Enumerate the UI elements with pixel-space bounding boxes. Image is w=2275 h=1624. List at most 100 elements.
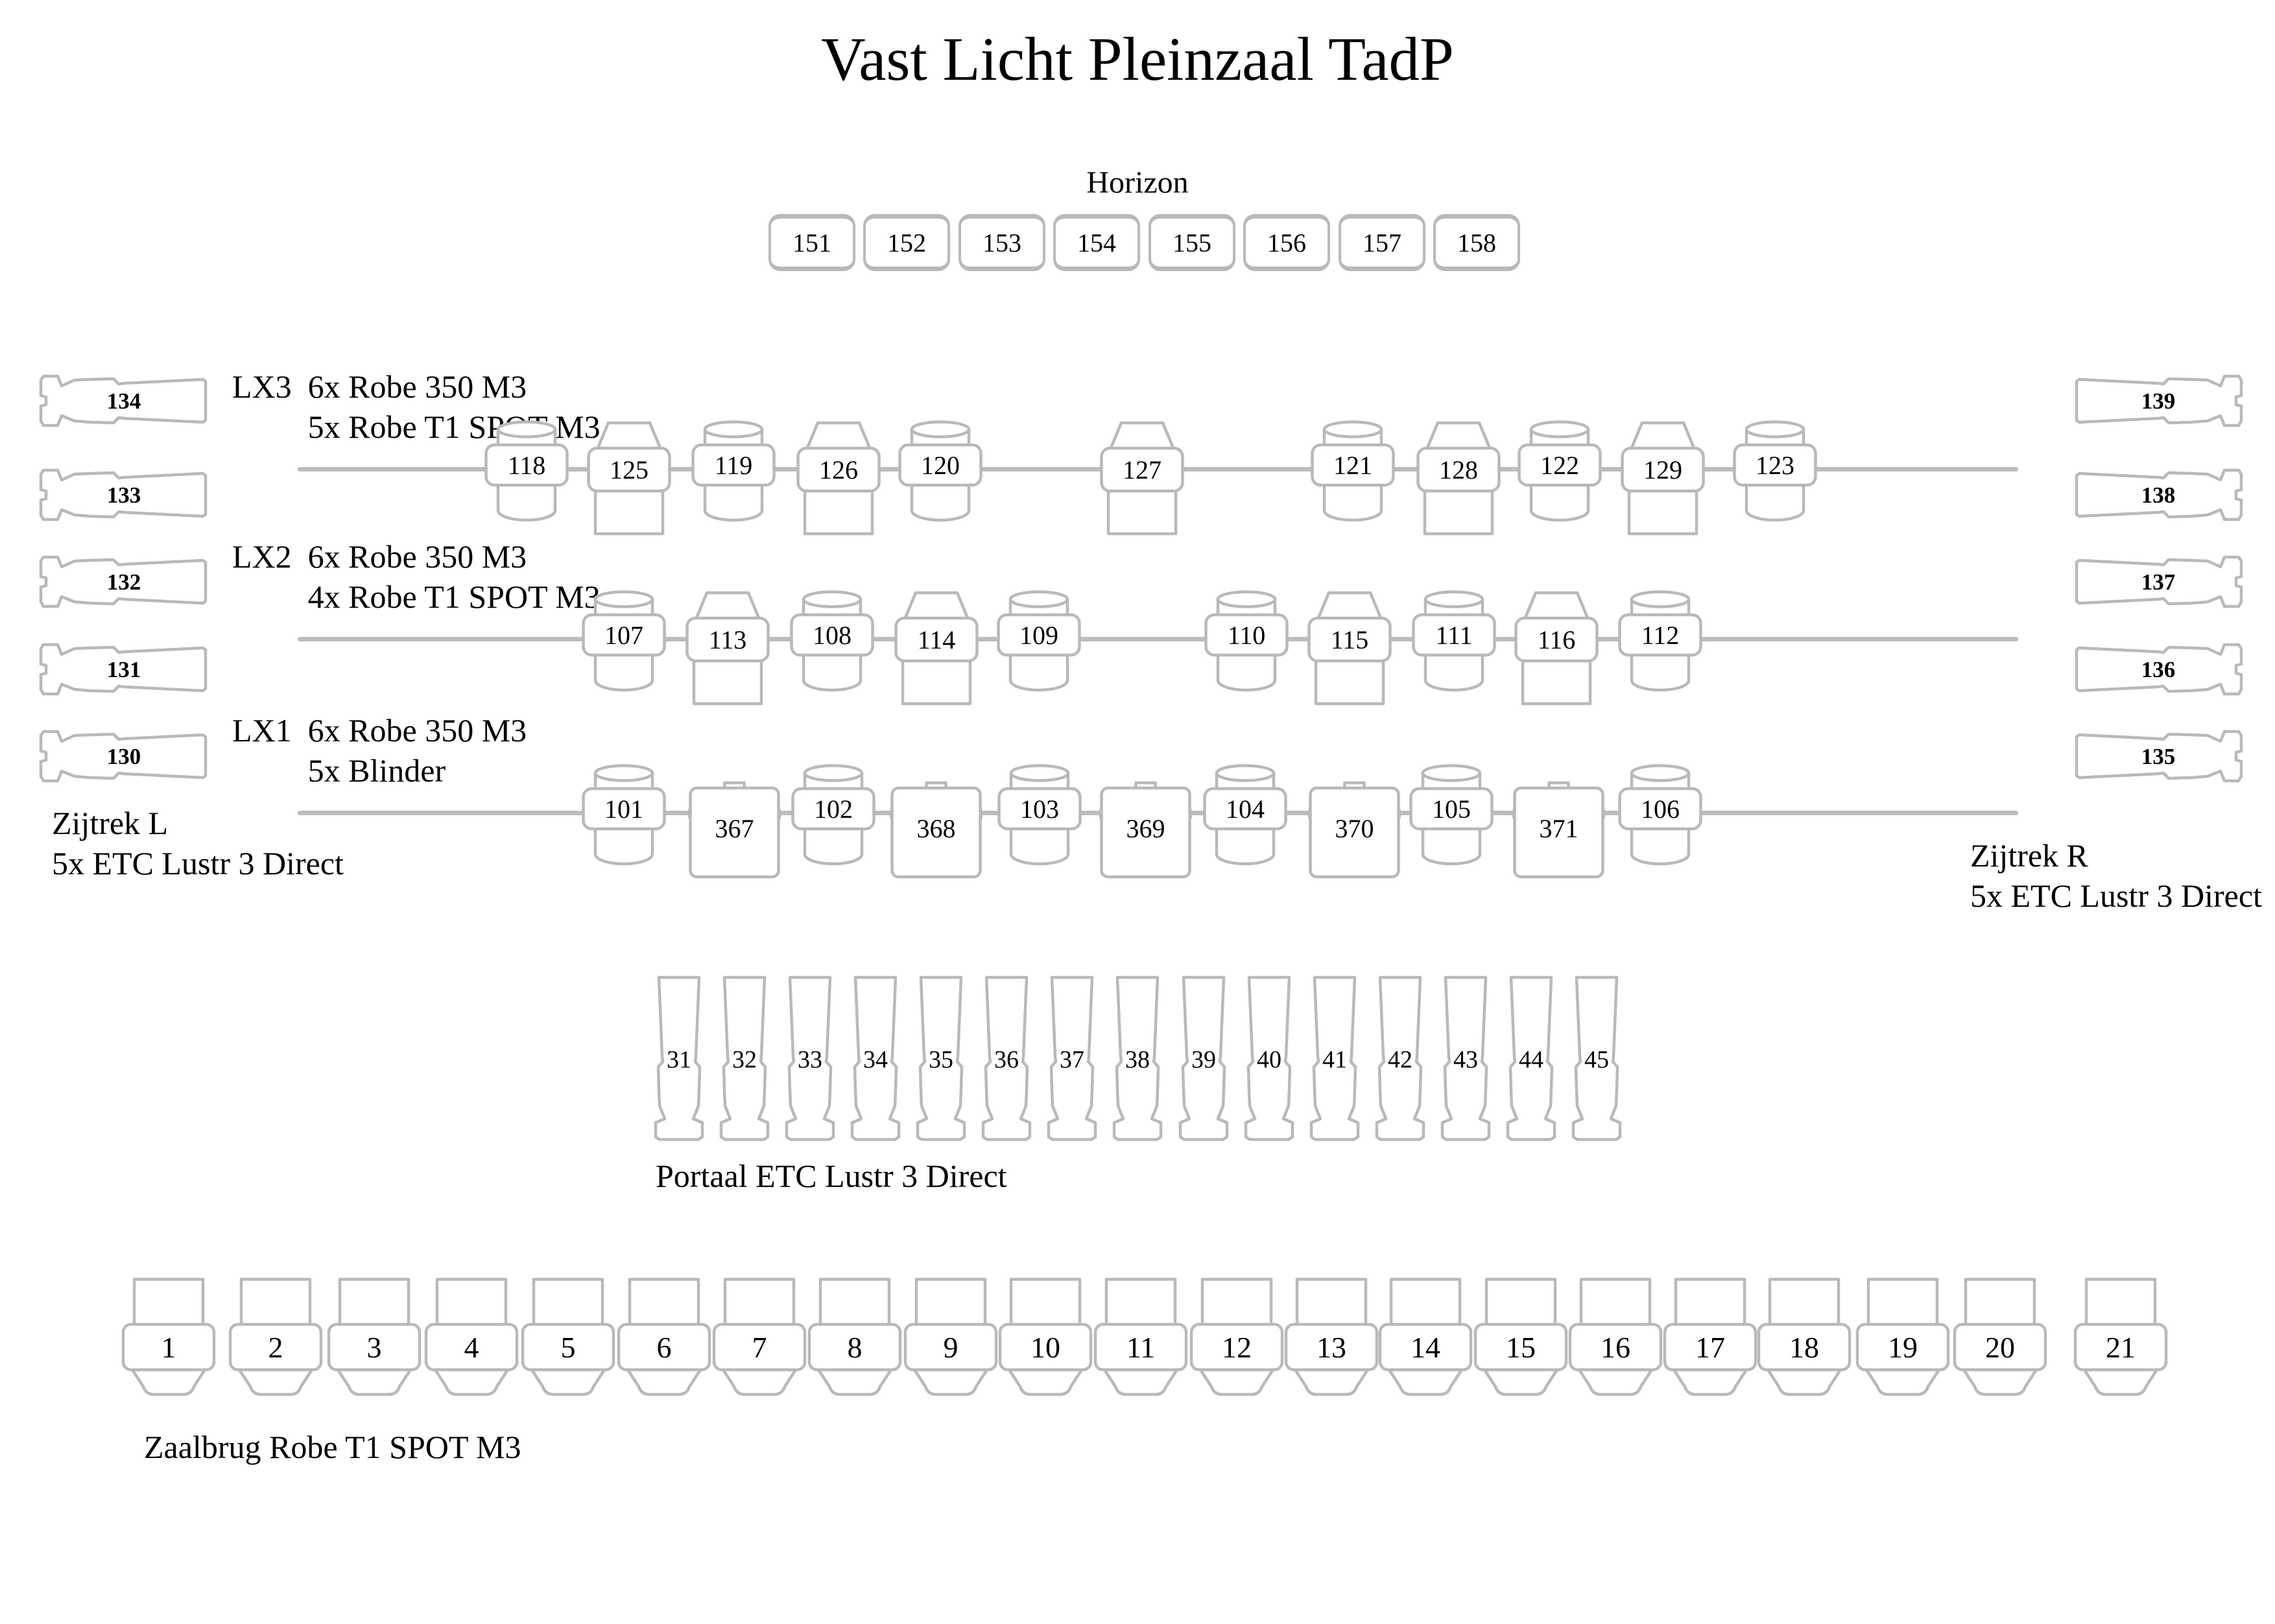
fixture-sideL-132: 132 xyxy=(39,555,208,608)
fixture-number: 13 xyxy=(1316,1331,1346,1364)
fixture-number: 35 xyxy=(929,1046,953,1073)
lx2-row-label: LX2 6x Robe 350 M3 LX2 4x Robe T1 SPOT M… xyxy=(232,536,601,617)
fixture-blinder-368: 368 xyxy=(889,781,983,879)
fixture-number: 126 xyxy=(819,455,858,484)
fixture-number: 32 xyxy=(732,1046,757,1073)
fixture-sideR-138: 138 xyxy=(2075,468,2243,521)
fixture-number: 15 xyxy=(1506,1331,1536,1364)
fixture-sideR-137: 137 xyxy=(2075,555,2243,608)
fixture-number: 134 xyxy=(107,388,141,414)
fixture-number: 369 xyxy=(1126,814,1165,843)
lx2-line1: 6x Robe 350 M3 xyxy=(307,538,527,575)
fixture-number: 10 xyxy=(1030,1331,1060,1364)
fixture-portal-37: 37 xyxy=(1047,975,1097,1141)
fixture-spot-129: 129 xyxy=(1621,421,1705,536)
fixture-zaal-1: 1 xyxy=(121,1278,216,1396)
zijtrek-right-label: Zijtrek R 5x ETC Lustr 3 Direct xyxy=(1970,835,2262,916)
fixture-spot-115: 115 xyxy=(1307,591,1392,706)
fixture-portal-33: 33 xyxy=(785,975,835,1141)
fixture-number: 133 xyxy=(107,483,141,508)
fixture-portal-39: 39 xyxy=(1178,975,1229,1141)
zijtrek-right-title: Zijtrek R xyxy=(1970,837,2088,874)
fixture-blinder-369: 369 xyxy=(1099,781,1192,879)
lx3-row-label: LX3 6x Robe 350 M3 LX3 5x Robe T1 SPOT M… xyxy=(232,366,601,447)
fixture-zaal-9: 9 xyxy=(903,1278,998,1396)
fixture-portal-44: 44 xyxy=(1506,975,1556,1141)
fixture-zaal-5: 5 xyxy=(521,1278,615,1396)
fixture-number: 16 xyxy=(1601,1331,1630,1364)
lx3-name: LX3 xyxy=(232,368,292,405)
zijtrek-left-title: Zijtrek L xyxy=(52,805,169,841)
fixture-number: 8 xyxy=(848,1331,863,1364)
lx1-line1: 6x Robe 350 M3 xyxy=(307,712,527,748)
fixture-number: 139 xyxy=(2141,388,2176,414)
fixture-number: 101 xyxy=(604,794,643,824)
horizon-section-label: Horizon xyxy=(1086,165,1189,200)
fixture-zaal-13: 13 xyxy=(1284,1278,1379,1396)
fixture-mover-108: 108 xyxy=(790,589,874,700)
fixture-number: 12 xyxy=(1222,1331,1252,1364)
fixture-portal-42: 42 xyxy=(1375,975,1425,1141)
fixture-zaal-10: 10 xyxy=(998,1278,1093,1396)
lx1-row-label: LX1 6x Robe 350 M3 LX1 5x Blinder xyxy=(232,710,527,791)
fixture-number: 154 xyxy=(1077,228,1116,257)
fixture-zaal-11: 11 xyxy=(1093,1278,1188,1396)
fixture-zaal-7: 7 xyxy=(712,1278,807,1396)
fixture-number: 119 xyxy=(715,451,753,480)
fixture-number: 127 xyxy=(1123,455,1161,484)
fixture-number: 42 xyxy=(1388,1046,1412,1073)
fixture-number: 39 xyxy=(1191,1046,1216,1073)
lx3-line1: 6x Robe 350 M3 xyxy=(307,368,527,405)
fixture-horizon-155: 155 xyxy=(1149,214,1235,271)
fixture-number: 367 xyxy=(715,814,754,843)
fixture-portal-43: 43 xyxy=(1440,975,1491,1141)
fixture-number: 102 xyxy=(814,794,853,824)
fixture-zaal-18: 18 xyxy=(1757,1278,1852,1396)
fixture-number: 115 xyxy=(1331,625,1369,654)
fixture-portal-40: 40 xyxy=(1244,975,1294,1141)
fixture-number: 106 xyxy=(1641,794,1680,824)
fixture-zaal-6: 6 xyxy=(617,1278,711,1396)
fixture-number: 128 xyxy=(1439,455,1478,484)
fixture-mover-101: 101 xyxy=(582,763,666,874)
fixture-number: 131 xyxy=(107,657,141,682)
fixture-number: 104 xyxy=(1226,794,1265,824)
fixture-sideR-139: 139 xyxy=(2075,374,2243,427)
fixture-sideL-131: 131 xyxy=(39,643,208,696)
fixture-zaal-4: 4 xyxy=(424,1278,519,1396)
fixture-number: 1 xyxy=(161,1331,176,1364)
portaal-label: Portaal ETC Lustr 3 Direct xyxy=(656,1158,1007,1194)
fixture-number: 5 xyxy=(561,1331,576,1364)
fixture-horizon-158: 158 xyxy=(1433,214,1520,271)
fixture-number: 155 xyxy=(1173,228,1211,257)
fixture-zaal-17: 17 xyxy=(1663,1278,1757,1396)
fixture-mover-120: 120 xyxy=(898,419,983,531)
fixture-zaal-21: 21 xyxy=(2073,1278,2168,1396)
fixture-mover-112: 112 xyxy=(1618,589,1702,700)
fixture-mover-106: 106 xyxy=(1618,763,1702,874)
fixture-number: 107 xyxy=(604,621,643,650)
fixture-number: 44 xyxy=(1519,1046,1543,1073)
fixture-number: 121 xyxy=(1333,451,1372,480)
fixture-mover-105: 105 xyxy=(1409,763,1494,874)
fixture-number: 33 xyxy=(798,1046,822,1073)
fixture-number: 6 xyxy=(657,1331,672,1364)
fixture-blinder-367: 367 xyxy=(687,781,781,879)
fixture-number: 122 xyxy=(1540,451,1579,480)
lx1-name: LX1 xyxy=(232,712,292,748)
fixture-number: 109 xyxy=(1019,621,1058,650)
fixture-mover-109: 109 xyxy=(997,589,1081,700)
fixture-number: 36 xyxy=(994,1046,1019,1073)
fixture-spot-126: 126 xyxy=(796,421,881,536)
fixture-portal-41: 41 xyxy=(1309,975,1360,1141)
fixture-blinder-370: 370 xyxy=(1307,781,1401,879)
fixture-number: 156 xyxy=(1267,228,1306,257)
fixture-number: 116 xyxy=(1538,625,1576,654)
fixture-number: 11 xyxy=(1126,1331,1155,1364)
fixture-number: 37 xyxy=(1060,1046,1084,1073)
fixture-sideR-136: 136 xyxy=(2075,643,2243,696)
fixture-number: 370 xyxy=(1335,814,1374,843)
lx2-name: LX2 xyxy=(232,538,292,575)
fixture-zaal-20: 20 xyxy=(1953,1278,2047,1396)
